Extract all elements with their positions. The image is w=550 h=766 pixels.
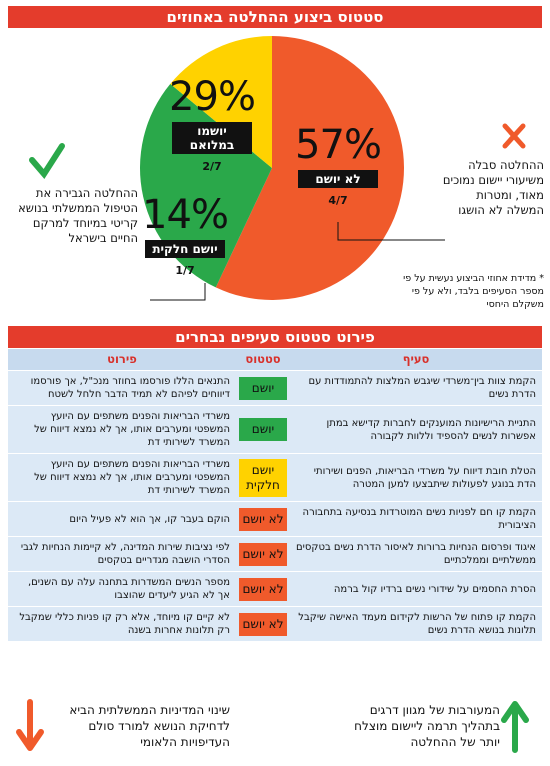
- status-cell: יושם: [236, 405, 290, 454]
- section-cell: הקמת קו פתוח של הרשות לקידום מעמד האישה …: [290, 606, 542, 642]
- detail-cell: משרדי הבריאות והפנים משתפים עם היועץ המש…: [8, 405, 236, 454]
- right-note: ההחלטה סבלה משיעורי יישום נמוכים מאוד, ו…: [442, 158, 544, 217]
- down-arrow: [16, 699, 44, 751]
- footer-icons: [16, 699, 529, 753]
- slice-value-label: 57%: [295, 122, 382, 168]
- check-icon: [29, 143, 65, 180]
- status-badge: יושם: [239, 418, 287, 441]
- column-header: פירוט: [8, 349, 236, 371]
- slice-fraction-label: 2/7: [202, 160, 222, 173]
- table-row: הקמת קו חם לפניות נשים המוטרדות בנסיעה ב…: [8, 501, 542, 537]
- slice-value-label: 14%: [142, 192, 229, 238]
- status-badge: יושם: [239, 376, 287, 400]
- up-arrow: [501, 701, 529, 753]
- footer-left: שינוי המדיניות הממשלתית הביא לדחיקת הנוש…: [69, 703, 230, 749]
- status-cell: לא יושם: [236, 606, 290, 642]
- status-cell: יושם: [236, 370, 290, 406]
- detail-cell: לא קיים קו מיוחד, אלא רק קו פניות כללי ש…: [8, 606, 236, 642]
- status-table: סעיף סטטוס פירוט הקמת צוות בין־משרדי שיגבש…: [8, 349, 542, 642]
- slice-category-label: יושם חלקית: [145, 240, 225, 258]
- status-badge: לא יושם: [239, 612, 287, 636]
- detail-cell: מספר הנשים המשדרות בתחנה עלה עם השנים, א…: [8, 571, 236, 607]
- slice-category-label: לא יושם: [298, 170, 378, 188]
- detail-cell: התנאים הללו פורסמו בחוזר מנכ"ל, אך פורסמ…: [8, 370, 236, 406]
- slice-fraction-label: 1/7: [175, 264, 195, 277]
- table-row: התניית הרישיונות המוענקים לחברות קדישא ב…: [8, 405, 542, 454]
- left-note: ההחלטה הגבירה את הטיפול הממשלתי בנושא קר…: [18, 186, 138, 245]
- detail-cell: לפי נציבות שירות המדינה, לא קיימות הנחיו…: [8, 536, 236, 572]
- section-cell: איגוד ופרסום הנחיות ברורות לאיסור הדרת נ…: [290, 536, 542, 572]
- table-title: פירוט סטטוס סעיפים נבחרים: [8, 326, 542, 348]
- status-cell: יושם חלקית: [236, 453, 290, 502]
- status-badge: לא יושם: [239, 542, 287, 566]
- section-cell: הסרת החסמים על שידורי נשים ברדיו קול ברמ…: [290, 571, 542, 607]
- chart-title: סטטוס ביצוע ההחלטה באחוזים: [8, 6, 542, 28]
- leader-line: [150, 283, 206, 301]
- footer-right: המעורבות של מגוון דרגים בתהליך תרמה לייש…: [354, 703, 500, 749]
- status-badge: יושם חלקית: [239, 458, 287, 497]
- table-row: הסרת החסמים על שידורי נשים ברדיו קול ברמ…: [8, 571, 542, 607]
- section-cell: התניית הרישיונות המוענקים לחברות קדישא ב…: [290, 405, 542, 454]
- status-badge: לא יושם: [239, 507, 287, 531]
- leader-line: [337, 222, 445, 241]
- pie-slice: [215, 36, 404, 300]
- slice-category-label: יושמו במלואם: [172, 122, 252, 154]
- slice-fraction-label: 4/7: [328, 194, 348, 207]
- column-header: סעיף: [290, 349, 542, 371]
- section-cell: הטלת חובת דיווח על משרדי הבריאות, הפנים …: [290, 453, 542, 502]
- status-cell: לא יושם: [236, 501, 290, 537]
- column-header: סטטוס: [236, 349, 290, 371]
- table-row: איגוד ופרסום הנחיות ברורות לאיסור הדרת נ…: [8, 536, 542, 572]
- detail-cell: הוקם בעבר קו, אך הוא לא פעיל היום: [8, 501, 236, 537]
- section-cell: הקמת צוות בין־משרדי שיגבש המלצות להתמודד…: [290, 370, 542, 406]
- footnote: * מדידת אחוזי הביצוע נעשית על פי מספר הס…: [403, 273, 544, 310]
- status-cell: לא יושם: [236, 536, 290, 572]
- status-cell: לא יושם: [236, 571, 290, 607]
- slice-value-label: 29%: [169, 74, 256, 120]
- section-cell: הקמת קו חם לפניות נשים המוטרדות בנסיעה ב…: [290, 501, 542, 537]
- table-row: הקמת צוות בין־משרדי שיגבש המלצות להתמודד…: [8, 370, 542, 406]
- table-wrap: סעיף סטטוס פירוט הקמת צוות בין־משרדי שיגבש…: [8, 349, 542, 642]
- table-row: הקמת קו פתוח של הרשות לקידום מעמד האישה …: [8, 606, 542, 642]
- status-badge: לא יושם: [239, 577, 287, 601]
- detail-cell: משרדי הבריאות והפנים משתפים עם היועץ המש…: [8, 453, 236, 502]
- x-icon: [502, 123, 526, 149]
- table-row: הטלת חובת דיווח על משרדי הבריאות, הפנים …: [8, 453, 542, 502]
- table-header: סעיף סטטוס פירוט: [8, 349, 542, 371]
